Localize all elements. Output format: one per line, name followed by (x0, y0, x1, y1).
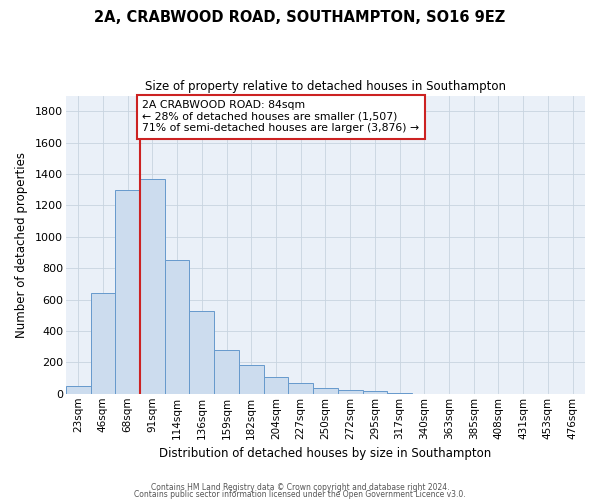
Text: 2A, CRABWOOD ROAD, SOUTHAMPTON, SO16 9EZ: 2A, CRABWOOD ROAD, SOUTHAMPTON, SO16 9EZ (94, 10, 506, 25)
X-axis label: Distribution of detached houses by size in Southampton: Distribution of detached houses by size … (159, 447, 491, 460)
Bar (239, 364, 263, 394)
Y-axis label: Number of detached properties: Number of detached properties (15, 152, 28, 338)
Bar (165, 260, 190, 394)
Bar (140, 178, 165, 394)
Bar (214, 350, 239, 394)
Bar (313, 388, 338, 394)
Bar (91, 294, 115, 394)
Bar (115, 190, 140, 394)
Text: Contains public sector information licensed under the Open Government Licence v3: Contains public sector information licen… (134, 490, 466, 499)
Bar (289, 383, 313, 394)
Bar (190, 312, 214, 394)
Bar (338, 390, 362, 394)
Title: Size of property relative to detached houses in Southampton: Size of property relative to detached ho… (145, 80, 506, 93)
Bar (263, 378, 289, 394)
Text: Contains HM Land Registry data © Crown copyright and database right 2024.: Contains HM Land Registry data © Crown c… (151, 484, 449, 492)
Text: 2A CRABWOOD ROAD: 84sqm
← 28% of detached houses are smaller (1,507)
71% of semi: 2A CRABWOOD ROAD: 84sqm ← 28% of detache… (142, 100, 419, 134)
Bar (387, 393, 412, 394)
Bar (362, 392, 387, 394)
Bar (66, 386, 91, 394)
